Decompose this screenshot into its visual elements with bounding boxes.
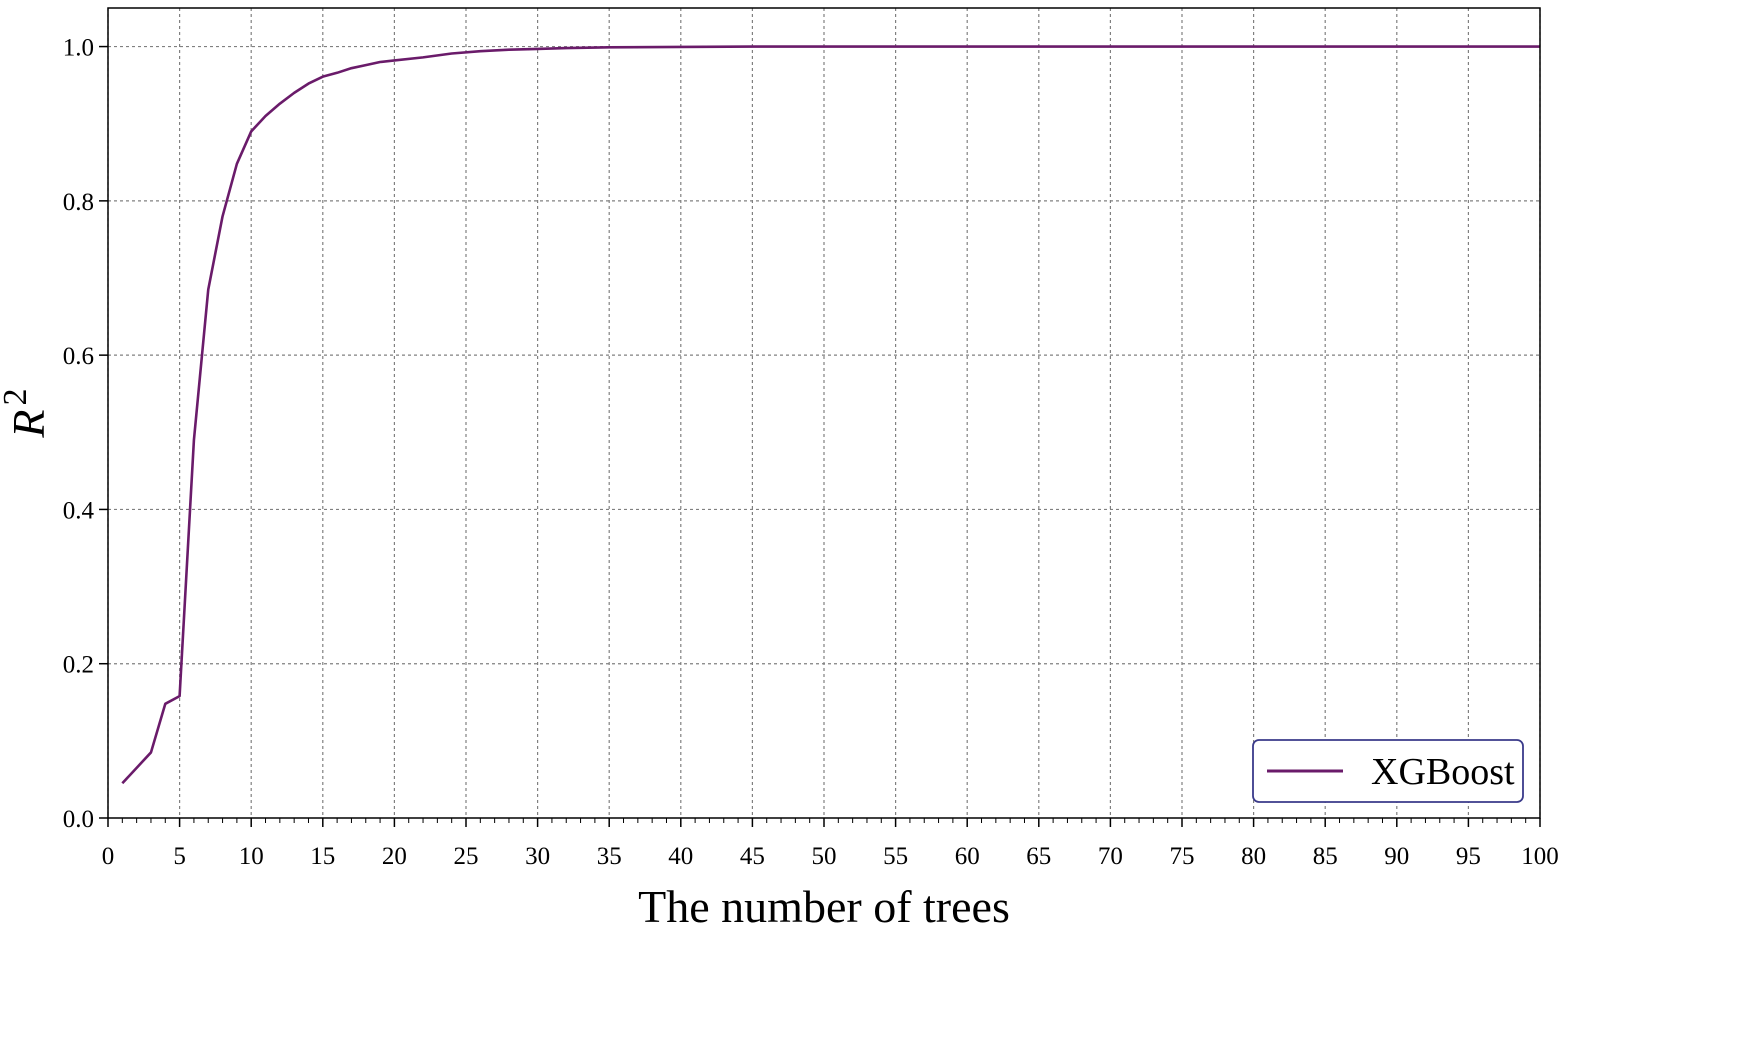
x-tick-label: 100 [1521, 843, 1559, 870]
axis-ticks [99, 45, 1541, 827]
x-tick-label: 70 [1098, 843, 1123, 870]
x-tick-label: 65 [1026, 843, 1051, 870]
x-tick-label: 85 [1313, 843, 1338, 870]
legend: XGBoost [1252, 739, 1524, 803]
x-tick-label: 90 [1384, 843, 1409, 870]
plot-frame [107, 7, 1541, 819]
y-tick-label: 0.2 [63, 652, 94, 679]
x-tick-label: 30 [525, 843, 550, 870]
y-tick-label: 0.6 [63, 343, 94, 370]
y-tick-label: 1.0 [63, 35, 94, 62]
x-tick-label: 25 [454, 843, 479, 870]
legend-label-xgboost: XGBoost [1371, 751, 1515, 793]
x-tick-label: 45 [740, 843, 765, 870]
legend-box [1252, 739, 1524, 803]
y-tick-label: 0.4 [63, 497, 95, 524]
x-tick-label: 80 [1241, 843, 1266, 870]
tick-labels: 0 5 10 15 20 25 30 35 40 45 50 55 60 65 70 75 80 85 90 95 10… [63, 35, 1559, 870]
grid [107, 8, 1541, 818]
y-axis-label-main: R [3, 409, 54, 438]
x-tick-label: 5 [173, 843, 186, 870]
y-tick-label: 0.0 [63, 806, 94, 833]
x-axis-label: The number of trees [638, 881, 1010, 932]
x-tick-label: 20 [382, 843, 407, 870]
series-line-xgboost [121, 45, 1540, 785]
x-tick-label: 0 [102, 843, 115, 870]
x-tick-label: 60 [955, 843, 980, 870]
x-tick-label: 95 [1456, 843, 1481, 870]
series-lines [121, 45, 1540, 785]
x-tick-label: 50 [812, 843, 837, 870]
x-tick-label: 15 [310, 843, 335, 870]
y-axis-label: R2 [0, 388, 54, 438]
x-tick-label: 10 [239, 843, 264, 870]
x-tick-label: 55 [883, 843, 908, 870]
y-axis-label-superscript: 2 [0, 388, 34, 405]
x-tick-label: 75 [1170, 843, 1195, 870]
y-tick-label: 0.8 [63, 189, 94, 216]
x-tick-label: 35 [597, 843, 622, 870]
x-tick-label: 40 [668, 843, 693, 870]
